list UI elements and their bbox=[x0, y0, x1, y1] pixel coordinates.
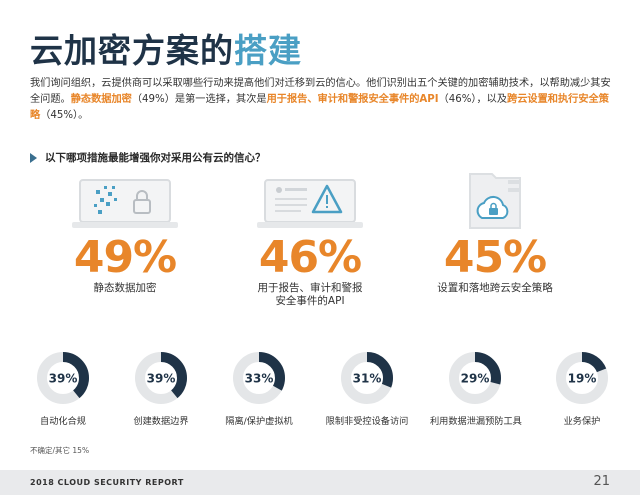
title-accent: 搭建 bbox=[234, 31, 302, 70]
donut-value: 31% bbox=[353, 372, 382, 386]
donut-value: 29% bbox=[461, 372, 490, 386]
stat-percent: 49% bbox=[73, 232, 177, 283]
donut-caption: 利用数据泄漏预防工具 bbox=[430, 416, 522, 427]
donut-arc bbox=[233, 352, 285, 404]
donut-value: 39% bbox=[147, 372, 176, 386]
intro-highlight-2: 用于报告、审计和警报安全事件的API bbox=[266, 94, 439, 105]
page-title: 云加密方案的搭建 bbox=[30, 24, 302, 72]
donut-value: 19% bbox=[568, 372, 597, 386]
intro-text-4: （45%）。 bbox=[40, 110, 89, 121]
donut-isolate-vm: 33% 隔离/保护虚拟机 bbox=[214, 351, 304, 427]
intro-highlight-1: 静态数据加密 bbox=[70, 94, 132, 105]
stat-item-encryption: 49% 静态数据加密 bbox=[30, 178, 220, 295]
stat-label-line2: 安全事件的API bbox=[275, 295, 345, 307]
stat-label: 静态数据加密 bbox=[93, 282, 157, 294]
cloud-lock-icon bbox=[469, 173, 521, 229]
intro-paragraph: 我们询问组织，云提供商可以采取哪些行动来提高他们对迁移到云的信心。他们识别出五个… bbox=[30, 76, 615, 124]
donut-arc bbox=[135, 352, 187, 404]
stat-item-policy: 45% 设置和落地跨云安全策略 bbox=[400, 172, 590, 295]
question-text: 以下哪项措施最能增强你对采用公有云的信心？ bbox=[45, 152, 266, 164]
intro-text-1: 我们询问组织，云提供商可以采取哪些行动来提高他们对迁移到云的信心。他们识别出五个… bbox=[30, 78, 611, 105]
donut-restrict-devices: 31% 限制非受控设备访问 bbox=[322, 351, 412, 427]
stat-label-line1: 用于报告、审计和警报 bbox=[257, 282, 363, 294]
donut-data-perimeter: 39% 创建数据边界 bbox=[116, 351, 206, 427]
donut-arc bbox=[341, 352, 393, 404]
stat-percent: 46% bbox=[258, 232, 362, 283]
page-number: 21 bbox=[593, 474, 610, 489]
triangle-bullet-icon bbox=[30, 153, 37, 163]
donut-caption: 隔离/保护虚拟机 bbox=[225, 416, 293, 427]
footnote: 不确定/其它 15% bbox=[30, 446, 90, 455]
donut-dlp-tools: 29% 利用数据泄漏预防工具 bbox=[430, 351, 522, 427]
donut-caption: 自动化合规 bbox=[40, 416, 86, 427]
page-footer: 2018 CLOUD SECURITY REPORT 21 bbox=[0, 470, 640, 495]
donut-chart: 39% bbox=[135, 352, 187, 404]
donut-chart: 33% bbox=[233, 352, 285, 404]
stat-percent: 45% bbox=[443, 232, 547, 283]
stat-item-api: 46% 用于报告、审计和警报 安全事件的API bbox=[215, 178, 405, 308]
donut-chart: 29% bbox=[449, 352, 501, 404]
report-title: 2018 CLOUD SECURITY REPORT bbox=[30, 478, 184, 487]
donut-arc bbox=[556, 352, 608, 404]
intro-text-3: （46%），以及 bbox=[438, 94, 508, 105]
donut-value: 33% bbox=[245, 372, 274, 386]
donut-chart: 39% bbox=[37, 352, 89, 404]
laptop-warning-icon bbox=[257, 179, 363, 228]
intro-highlight-3: 跨云设置和执行安全策略 bbox=[30, 94, 609, 121]
title-main: 云加密方案的 bbox=[30, 31, 234, 70]
donut-arc bbox=[37, 352, 89, 404]
intro-text-2: （49%）是第一选择，其次是 bbox=[131, 94, 267, 105]
laptop-lock-icon bbox=[72, 179, 178, 228]
donut-chart: 19% bbox=[556, 352, 608, 404]
donut-caption: 业务保护 bbox=[563, 416, 601, 427]
donut-value: 39% bbox=[49, 372, 78, 386]
stat-label: 设置和落地跨云安全策略 bbox=[437, 282, 553, 294]
donut-arc bbox=[449, 352, 501, 404]
donut-caption: 创建数据边界 bbox=[133, 416, 189, 427]
donut-chart: 31% bbox=[341, 352, 393, 404]
donut-caption: 限制非受控设备访问 bbox=[325, 416, 409, 427]
survey-question: 以下哪项措施最能增强你对采用公有云的信心？ bbox=[30, 150, 266, 165]
donut-business-protection: 19% 业务保护 bbox=[537, 351, 627, 427]
donut-automation-compliance: 39% 自动化合规 bbox=[18, 351, 108, 427]
